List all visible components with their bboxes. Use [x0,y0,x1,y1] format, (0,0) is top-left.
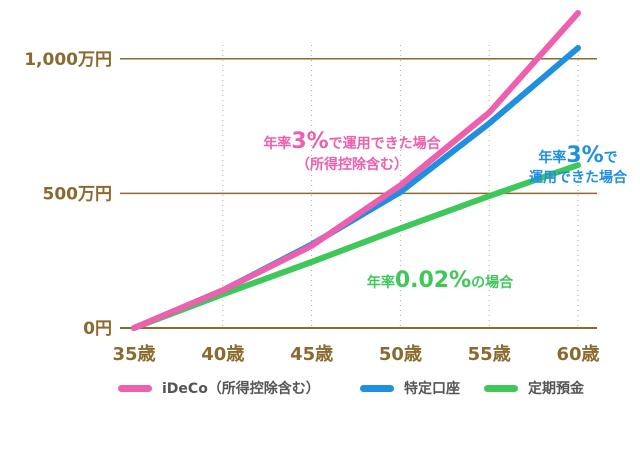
y-tick-label: 500万円 [43,184,113,204]
chart-legend: iDeCo（所得控除含む） 特定口座 定期預金 [0,378,640,408]
series-line [131,162,581,331]
x-tick-label: 55歳 [468,344,511,365]
legend-label-tokutei: 特定口座 [404,381,460,397]
line-chart: 0円 500万円 1,000万円 35歳 40歳 45歳 50歳 55歳 60歳 年率3%で運用で… [24,10,628,365]
legend-item-ideco: iDeCo（所得控除含む） [118,378,320,398]
annotation-label: 年率3%で運用できた場合 [263,129,441,154]
annotation-label: （所得控除含む） [296,156,408,173]
series-line [131,10,581,331]
annotation-label: 年率0.02%の場合 [367,268,514,293]
legend-swatch-teiki [484,384,518,392]
x-tick-label: 40歳 [201,344,244,365]
legend-label-teiki: 定期預金 [528,381,584,397]
y-tick-label: 1,000万円 [24,50,112,70]
annotation-label: 運用できた場合 [529,169,628,186]
y-tick-label: 0円 [83,319,112,339]
legend-item-teiki: 定期預金 [484,378,584,398]
x-tick-label: 35歳 [112,344,155,365]
legend-item-tokutei: 特定口座 [360,378,460,398]
legend-swatch-tokutei [360,384,394,392]
x-tick-label: 50歳 [379,344,422,365]
legend-swatch-ideco [118,384,152,392]
annotation-label: 年率3%で [538,143,617,168]
x-tick-label: 60歳 [556,344,599,365]
x-tick-label: 45歳 [290,344,333,365]
legend-label-ideco: iDeCo（所得控除含む） [162,381,320,397]
